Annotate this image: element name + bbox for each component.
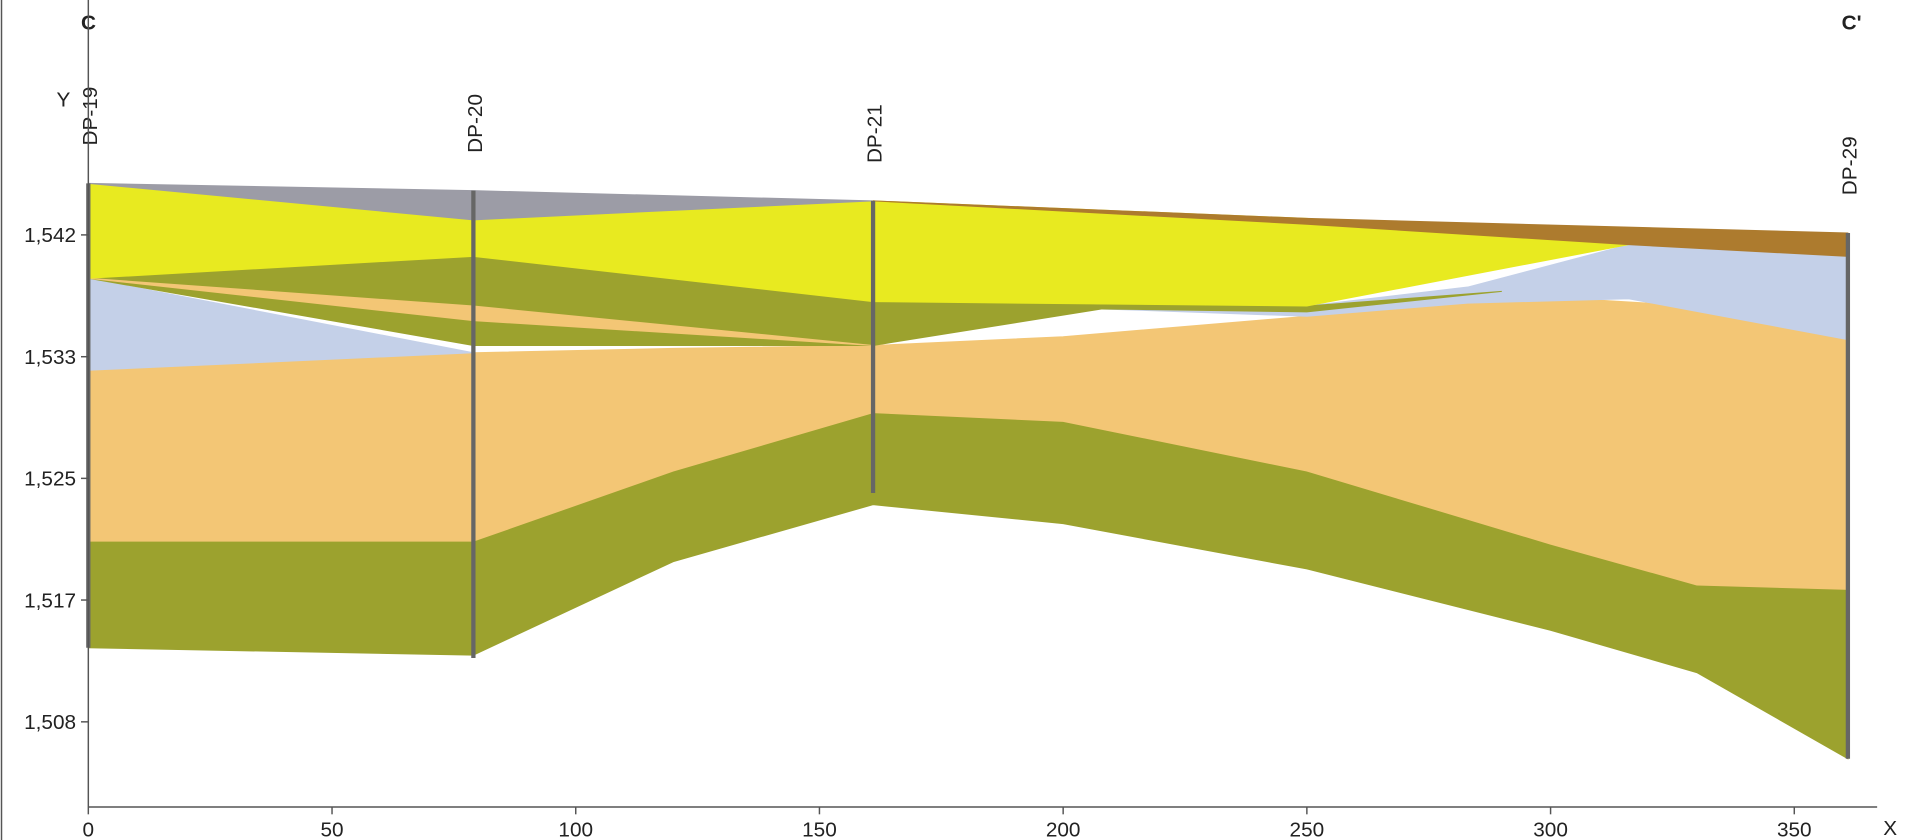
y-tick-label: 1,542 [24, 224, 76, 247]
x-axis-label: X [1883, 817, 1897, 840]
y-tick-label: 1,517 [24, 589, 76, 612]
y-tick-label: 1,533 [24, 346, 76, 369]
section-end-label: C' [1842, 11, 1862, 34]
chart: C C' Y X DP-19DP-20DP-21DP-291,5081,5171… [0, 0, 1908, 840]
x-tick-label: 350 [1777, 818, 1812, 840]
x-tick-label: 150 [802, 818, 837, 840]
y-axis-label: Y [57, 88, 71, 111]
y-tick-label: 1,508 [24, 711, 76, 734]
x-tick-label: 0 [83, 818, 95, 840]
x-tick-label: 300 [1533, 818, 1568, 840]
x-tick-label: 50 [320, 818, 343, 840]
x-tick-label: 200 [1046, 818, 1081, 840]
y-tick-label: 1,525 [24, 468, 76, 491]
x-tick-label: 100 [558, 818, 593, 840]
borehole-label: DP-29 [1838, 136, 1861, 195]
borehole-label: DP-20 [464, 94, 487, 153]
borehole-label: DP-19 [79, 87, 102, 146]
x-tick-label: 250 [1290, 818, 1325, 840]
borehole-label: DP-21 [864, 104, 887, 163]
